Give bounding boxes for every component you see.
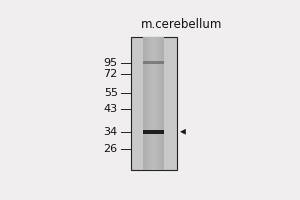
Bar (145, 37, 147, 170)
Text: 72: 72 (103, 69, 118, 79)
Bar (159, 37, 161, 170)
Text: 95: 95 (103, 58, 118, 68)
Text: 26: 26 (103, 144, 118, 154)
Bar (143, 130, 164, 134)
Bar (154, 37, 155, 170)
Text: 55: 55 (104, 88, 118, 98)
Bar (147, 37, 148, 170)
Bar (155, 37, 157, 170)
Bar (152, 37, 154, 170)
Text: 43: 43 (103, 104, 118, 114)
Bar (157, 37, 159, 170)
Bar (163, 37, 164, 170)
Polygon shape (181, 129, 186, 134)
Bar (130, 37, 177, 170)
Bar (143, 37, 145, 170)
Bar (161, 37, 163, 170)
Text: m.cerebellum: m.cerebellum (141, 18, 222, 31)
Text: 34: 34 (103, 127, 118, 137)
Bar (148, 37, 150, 170)
Bar (143, 37, 164, 170)
Bar (150, 37, 152, 170)
Bar (143, 61, 164, 64)
